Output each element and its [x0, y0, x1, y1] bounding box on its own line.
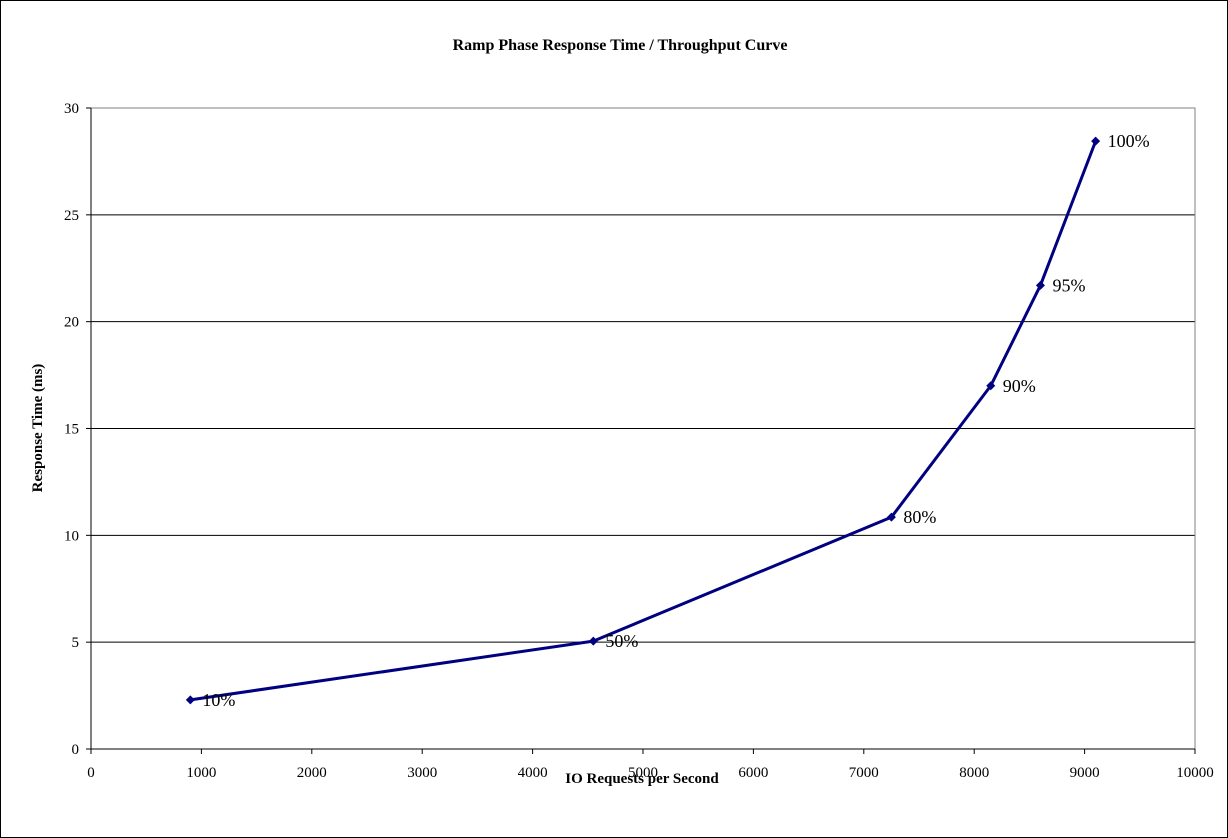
- x-tick-label: 6000: [738, 765, 768, 781]
- data-point-marker: [986, 381, 996, 391]
- chart-title: Ramp Phase Response Time / Throughput Cu…: [453, 37, 788, 54]
- data-labels: 10% 50% 80% 90% 95% 100%: [202, 131, 1149, 710]
- y-tick-label: 5: [72, 635, 80, 651]
- data-point-marker: [1091, 136, 1101, 146]
- x-tick-label: 1000: [186, 765, 216, 781]
- data-point-marker: [185, 695, 195, 705]
- y-tick-label: 25: [64, 208, 79, 224]
- series-line: [190, 140, 1098, 702]
- data-point-marker: [1035, 280, 1045, 290]
- x-tick-label: 8000: [959, 765, 989, 781]
- y-axis-title: Response Time (ms): [30, 364, 46, 493]
- y-tick-label: 30: [64, 101, 79, 117]
- data-point-marker: [588, 636, 598, 646]
- y-tick-label: 10: [64, 528, 79, 544]
- x-tick-label: 4000: [518, 765, 548, 781]
- axes: [86, 107, 1196, 754]
- y-tick-label: 0: [72, 742, 80, 758]
- data-label: 50%: [605, 631, 638, 651]
- tick-labels: 0 5 10 15 20 25 30 0 1000 2000 3000 4000 5000 6000 700…: [64, 101, 1214, 781]
- x-tick-label: 5000: [628, 765, 658, 781]
- x-tick-label: 2000: [297, 765, 327, 781]
- data-label: 80%: [903, 507, 936, 527]
- x-tick-label: 3000: [407, 765, 437, 781]
- data-label: 100%: [1108, 131, 1150, 151]
- x-tick-label: 10000: [1176, 765, 1214, 781]
- data-label: 90%: [1003, 376, 1036, 396]
- series: [185, 136, 1101, 705]
- data-point-marker: [886, 512, 896, 522]
- x-tick-label: 7000: [849, 765, 879, 781]
- data-label: 10%: [202, 690, 235, 710]
- y-tick-label: 20: [64, 315, 79, 331]
- y-tick-label: 15: [64, 422, 79, 438]
- x-tick-label: 9000: [1070, 765, 1100, 781]
- x-axis-title: IO Requests per Second: [565, 771, 719, 787]
- x-tick-label: 0: [87, 765, 95, 781]
- data-label: 95%: [1052, 275, 1085, 295]
